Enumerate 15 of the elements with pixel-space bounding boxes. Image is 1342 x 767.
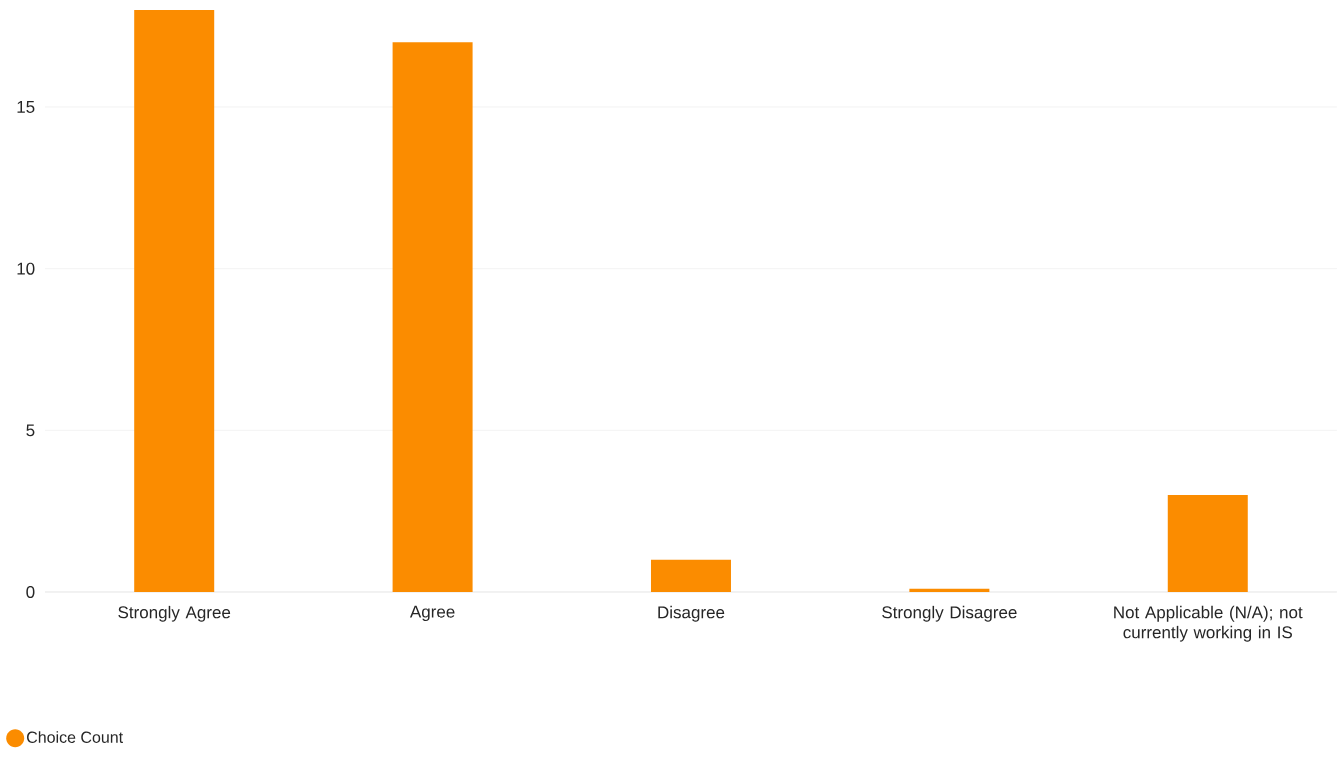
y-tick-label: 5	[26, 424, 35, 437]
legend-label: Choice Count	[27, 731, 123, 743]
bar	[650, 559, 731, 592]
x-tick-label: Disagree	[658, 605, 725, 622]
y-tick-label: 10	[17, 262, 35, 275]
bar	[909, 588, 990, 592]
bar	[1167, 494, 1248, 592]
bar	[392, 42, 473, 592]
x-tick-label: Strongly Agree	[118, 605, 231, 622]
x-tick-label: Agree	[409, 605, 455, 622]
x-tick-label: Not Applicable (N/A); not currently working in IS	[1114, 605, 1303, 642]
bar	[134, 9, 215, 592]
y-tick-label: 0	[26, 585, 35, 599]
x-tick-label: Strongly Disagree	[882, 605, 1017, 622]
y-tick-label: 15	[17, 101, 35, 113]
